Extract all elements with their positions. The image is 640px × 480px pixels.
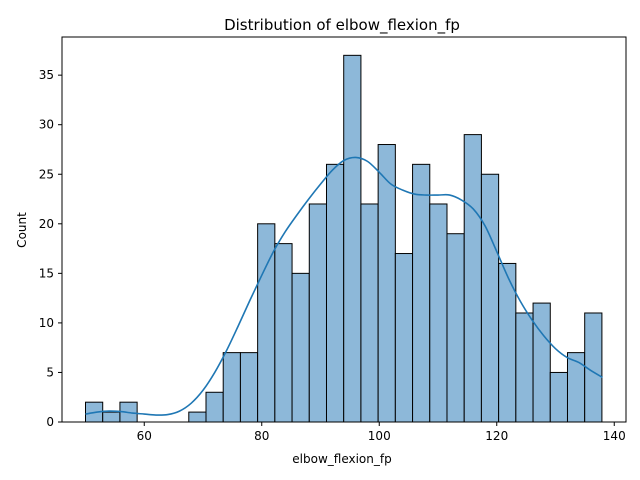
histogram-bar xyxy=(463,134,482,423)
x-axis-label: elbow_flexion_fp xyxy=(292,452,391,466)
kde-curve xyxy=(85,156,603,416)
histogram-bar xyxy=(446,233,465,423)
histogram-bar xyxy=(188,411,207,423)
x-tick-label: 140 xyxy=(603,429,626,443)
histogram-bar xyxy=(222,352,241,423)
histogram-bar xyxy=(480,173,500,423)
histogram-bar xyxy=(549,371,568,423)
histogram-bar xyxy=(205,391,224,423)
x-tick-label: 80 xyxy=(254,429,269,443)
histogram-bar xyxy=(291,272,310,423)
y-tick-label: 15 xyxy=(39,266,54,280)
axes-frame xyxy=(61,36,627,423)
histogram-bar xyxy=(394,253,414,423)
histogram-bar xyxy=(532,302,551,423)
x-axis-ticks: 60 80 100 120 140 xyxy=(137,422,626,443)
histogram-bar xyxy=(102,411,121,423)
histogram-bar xyxy=(239,352,259,423)
histogram-bar xyxy=(360,203,379,423)
y-axis-ticks: 0 5 10 15 20 25 30 35 xyxy=(39,68,62,429)
histogram-bar xyxy=(515,312,534,423)
y-axis-label: Count xyxy=(15,212,29,248)
y-tick-label: 30 xyxy=(39,118,54,132)
y-tick-label: 20 xyxy=(39,217,54,231)
x-tick-label: 120 xyxy=(485,429,508,443)
histogram-bar xyxy=(566,352,586,423)
x-tick-label: 100 xyxy=(368,429,391,443)
y-tick-label: 0 xyxy=(46,415,54,429)
histogram-bar xyxy=(274,243,293,423)
y-tick-label: 10 xyxy=(39,316,54,330)
y-tick-label: 35 xyxy=(39,68,54,82)
y-tick-label: 25 xyxy=(39,167,54,181)
bars-group xyxy=(85,54,603,423)
x-tick-label: 60 xyxy=(137,429,152,443)
histogram-bar xyxy=(343,54,362,423)
histogram-bar xyxy=(412,163,431,423)
chart-title: Distribution of elbow_flexion_fp xyxy=(224,16,460,35)
histogram-bar xyxy=(308,203,327,423)
plot-frame xyxy=(61,36,627,423)
histogram-bar xyxy=(325,163,345,423)
histogram-bar xyxy=(429,203,448,423)
y-tick-label: 5 xyxy=(46,365,54,379)
